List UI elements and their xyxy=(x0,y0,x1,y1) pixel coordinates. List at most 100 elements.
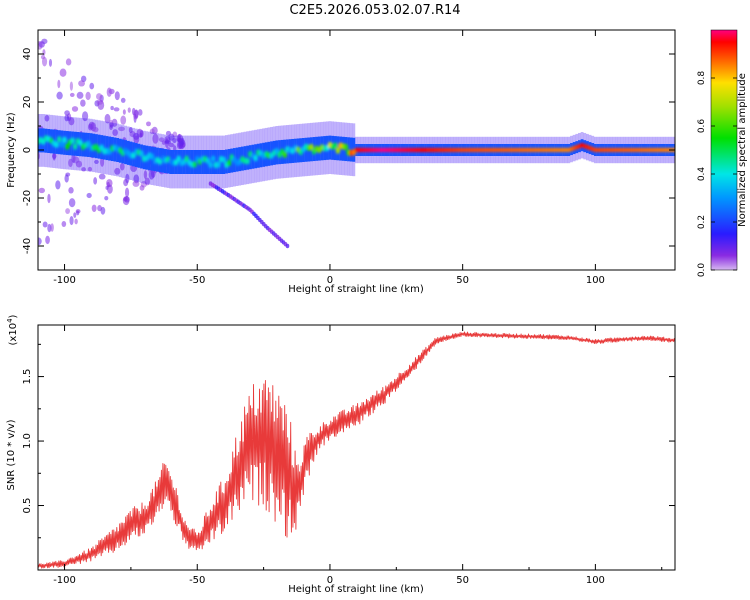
ridge-cell xyxy=(221,156,226,163)
ridge-cell xyxy=(226,159,232,167)
speckle-mark xyxy=(161,140,166,145)
ridge-cell xyxy=(72,143,78,150)
spectrogram-y-axis-label: Frequency (Hz) xyxy=(6,112,17,188)
speckle-mark xyxy=(68,187,74,194)
ridge-outer-cell xyxy=(347,137,350,162)
y-tick-label: 20 xyxy=(22,96,33,109)
speckle-mark xyxy=(69,216,74,226)
speckle-mark xyxy=(98,173,106,180)
snr-x-axis-label: Height of straight line (km) xyxy=(288,584,424,595)
speckle-mark xyxy=(40,54,46,60)
scale-exponent: 4 xyxy=(6,318,14,323)
speckle-mark xyxy=(144,177,151,186)
speckle-mark xyxy=(68,198,76,208)
ridge-core xyxy=(38,135,675,169)
speckle-mark xyxy=(114,167,121,175)
x-tick-label: 0 xyxy=(327,275,333,286)
scale-close: ) xyxy=(8,314,19,318)
ridge-outer-cell xyxy=(230,148,234,173)
figure-title: C2E5.2026.053.02.07.R14 xyxy=(289,3,460,18)
speckle-mark xyxy=(97,205,102,212)
colorbar-tick-label: 0.6 xyxy=(697,119,707,134)
ridge-cell xyxy=(309,143,314,151)
speckle-mark xyxy=(81,167,86,172)
speckle-mark xyxy=(73,212,77,218)
ridge-cell xyxy=(253,154,258,162)
speckle-mark xyxy=(120,115,127,125)
x-tick-label: -50 xyxy=(189,575,205,586)
speckle-mark xyxy=(65,208,71,214)
ridge-outer-cell xyxy=(185,150,189,174)
x-tick-label: 100 xyxy=(586,575,605,586)
ridge-cell xyxy=(62,136,67,143)
speckle-mark xyxy=(59,68,67,77)
snr-y-axis-label: SNR (10 * v/v) xyxy=(6,419,17,490)
colorbar-tick-label: 0.0 xyxy=(697,263,707,278)
speckle-mark xyxy=(178,144,184,150)
speckle-mark xyxy=(177,133,182,143)
y-tick-label: -40 xyxy=(22,238,33,254)
speckle-mark xyxy=(118,126,125,132)
speckle-mark xyxy=(120,97,126,103)
speckle-mark xyxy=(91,204,97,213)
colorbar-tick-label: 0.4 xyxy=(697,167,707,182)
x-tick-label: -50 xyxy=(189,275,205,286)
speckle-mark xyxy=(48,58,53,67)
speckle-mark xyxy=(87,166,93,172)
speckle-mark xyxy=(143,170,148,179)
speckle-mark xyxy=(68,158,73,168)
speckle-mark xyxy=(122,196,130,206)
speckle-mark xyxy=(52,153,56,161)
ridge-cell xyxy=(210,155,216,162)
y-tick-label: 1.0 xyxy=(22,433,33,449)
snr-panel: -100 -50 0 50 100 0.5 1.0 1.5 Height of straig… xyxy=(6,314,676,595)
speckle-mark xyxy=(64,110,70,116)
ridge-cell xyxy=(64,143,70,150)
x-tick-label: -100 xyxy=(53,275,76,286)
speckle-mark xyxy=(65,58,72,66)
ridge-cell xyxy=(139,150,144,157)
speckle-mark xyxy=(128,127,133,134)
ridge-cell xyxy=(333,142,338,149)
ridge-outer-cell xyxy=(177,150,181,174)
spectrogram-x-ticks: -100 -50 0 50 100 xyxy=(53,30,605,286)
snr-x-ticks: -100 -50 0 50 100 xyxy=(53,325,663,586)
speckle-mark xyxy=(86,192,92,199)
spectrogram-y-ticks: -40 -20 0 20 40 xyxy=(22,48,675,254)
speckle-mark xyxy=(132,180,140,187)
faint-branch xyxy=(208,181,290,249)
ridge-cell xyxy=(216,161,221,168)
ridge-cell xyxy=(335,147,341,154)
speckle-mark xyxy=(124,187,130,198)
speckle-mark xyxy=(38,237,42,246)
spectrogram-panel: -100 -50 0 50 100 -40 -20 0 20 40 Height of stra… xyxy=(6,29,676,295)
spectrogram-plot-area xyxy=(38,38,675,249)
speckle-mark xyxy=(69,81,73,91)
speckle-mark xyxy=(113,107,120,112)
ridge-cell xyxy=(86,140,91,147)
speckle-mark xyxy=(96,93,103,100)
ridge-cell xyxy=(205,157,211,164)
speckle-mark xyxy=(168,142,175,148)
colorbar-tick-label: 0.2 xyxy=(697,215,707,229)
speckle-mark xyxy=(56,91,63,100)
speckle-mark xyxy=(80,99,86,107)
speckle-mark xyxy=(72,156,80,164)
speckle-mark xyxy=(104,113,111,124)
x-tick-label: 0 xyxy=(327,575,333,586)
speckle-mark xyxy=(110,105,114,111)
snr-frame xyxy=(37,324,676,571)
speckle-mark xyxy=(65,172,71,177)
speckle-mark xyxy=(122,109,126,115)
ridge-cell xyxy=(184,155,189,162)
speckle-mark xyxy=(106,87,112,97)
speckle-mark xyxy=(149,128,155,135)
speckle-mark xyxy=(44,115,50,122)
y-tick-label: 40 xyxy=(22,48,33,61)
ridge-cell xyxy=(70,137,75,144)
speckle-mark xyxy=(92,127,99,133)
ridge-cell xyxy=(192,161,197,168)
speckle-mark xyxy=(71,106,79,112)
ridge-outer-cell xyxy=(246,145,250,170)
